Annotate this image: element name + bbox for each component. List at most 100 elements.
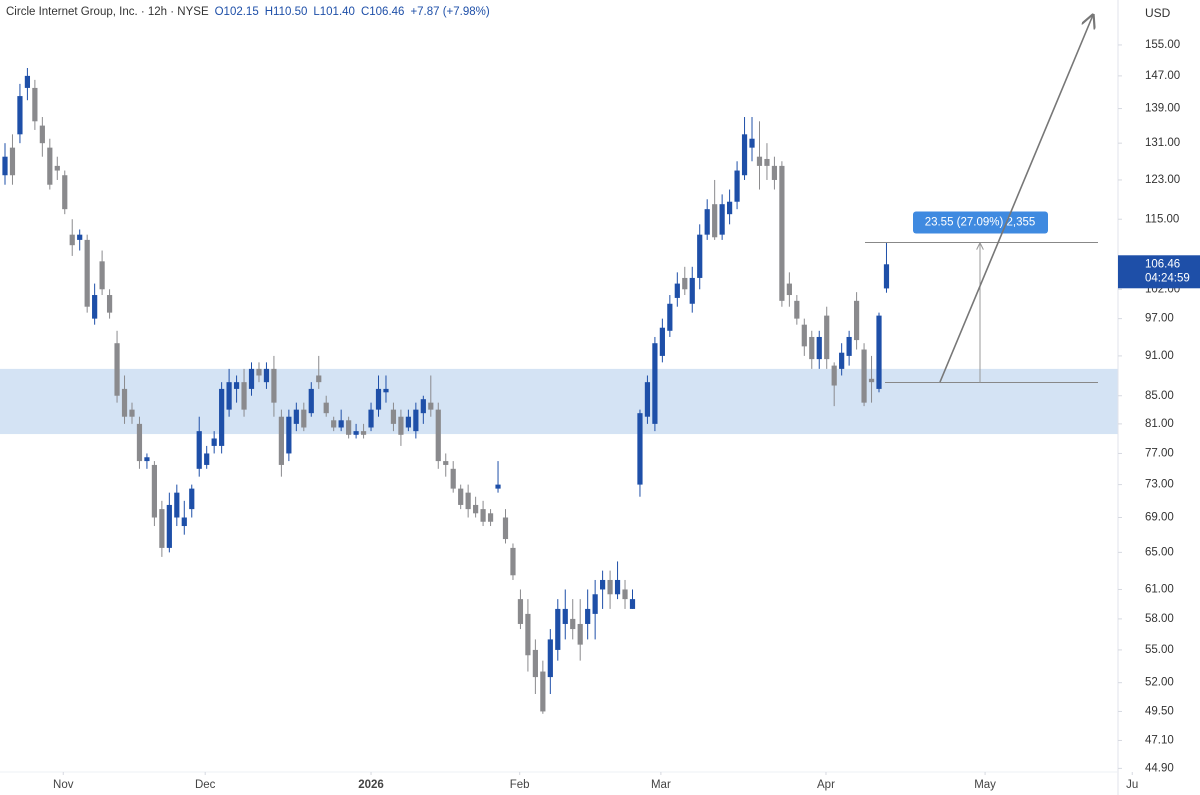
candle-body: [316, 375, 322, 383]
candle-body: [727, 201, 733, 215]
candle-body: [92, 295, 98, 319]
y-tick-label: 91.00: [1145, 350, 1174, 362]
candle-body: [390, 409, 397, 424]
candle-body: [39, 125, 45, 144]
candle-body: [84, 239, 90, 307]
candle-body: [570, 618, 576, 630]
candle-body: [622, 589, 628, 600]
candle-body: [868, 378, 875, 383]
candle-body: [846, 336, 852, 356]
candle-body: [809, 336, 815, 360]
candle-body: [181, 517, 187, 527]
header: Circle Internet Group, Inc. · 12h · NYSE…: [6, 6, 490, 18]
candle-body: [398, 416, 404, 435]
candle-body: [771, 165, 778, 180]
candle-body: [480, 509, 486, 522]
candle-body: [682, 277, 688, 290]
candle-body: [47, 147, 53, 185]
x-tick-label: Mar: [651, 779, 671, 791]
y-tick-label: 47.10: [1145, 734, 1174, 746]
candle-body: [106, 295, 113, 313]
candle-body: [346, 420, 352, 435]
y-tick-label: 81.00: [1145, 418, 1174, 430]
candle-body: [114, 343, 120, 396]
candle-body: [704, 209, 710, 235]
candle-body: [129, 409, 135, 417]
y-tick-label: 65.00: [1145, 546, 1174, 558]
candle-body: [614, 579, 621, 595]
candle-body: [502, 517, 509, 540]
y-tick-label: 55.00: [1145, 644, 1174, 656]
x-tick-label: Feb: [510, 779, 530, 791]
ohlc-open: O102.15: [214, 6, 259, 18]
candle-body: [278, 416, 284, 465]
candle-body: [308, 388, 314, 414]
y-tick-label: 97.00: [1145, 313, 1174, 325]
candle-body: [801, 324, 807, 347]
candle-body: [271, 368, 277, 403]
candle-body: [458, 488, 464, 505]
candle-body: [204, 453, 210, 465]
price-axis-panel: [1118, 0, 1200, 795]
candle-body: [368, 409, 374, 428]
range-label-box: [913, 211, 1048, 234]
candle-body: [465, 492, 471, 510]
x-tick-label: Dec: [195, 779, 216, 791]
y-tick-label: 131.00: [1145, 137, 1180, 149]
y-tick-label: 69.00: [1145, 512, 1174, 524]
candle-body: [577, 623, 583, 645]
candle-body: [136, 423, 143, 462]
candle-body: [32, 87, 38, 122]
candle-body: [473, 504, 479, 514]
candle-body: [592, 594, 598, 614]
y-tick-label: 115.00: [1145, 213, 1179, 225]
candle-body: [883, 264, 890, 289]
x-tick-label: Apr: [817, 779, 835, 791]
range-label: 23.55 (27.09%) 2,355: [925, 217, 1036, 229]
candle-body: [585, 608, 591, 624]
candle-body: [286, 416, 292, 454]
candle-body: [756, 156, 763, 166]
candle-body: [301, 409, 307, 428]
candle-body: [166, 504, 172, 548]
y-tick-label: 61.00: [1145, 583, 1174, 595]
candle-body: [674, 283, 680, 298]
candle-body: [413, 409, 419, 432]
symbol-title: Circle Internet Group, Inc. · 12h · NYSE: [6, 6, 209, 18]
candle-body: [712, 204, 718, 238]
x-tick-label: May: [974, 779, 996, 791]
candle-body: [196, 431, 202, 469]
ohlc-close: C106.46: [360, 6, 405, 18]
candle-body: [450, 468, 456, 489]
candle-body: [764, 158, 770, 166]
candle-body: [9, 147, 16, 176]
candle-body: [241, 382, 247, 410]
candle-body: [435, 409, 441, 462]
candle-body: [211, 438, 217, 446]
candle-body: [353, 431, 359, 435]
y-tick-label: 155.00: [1145, 39, 1180, 51]
y-tick-label: 85.00: [1145, 390, 1174, 402]
candle-body: [263, 368, 270, 383]
candle-body: [816, 336, 822, 360]
candle-body: [174, 492, 180, 518]
candle-body: [62, 175, 68, 210]
last-price-box: [1118, 255, 1200, 289]
y-tick-label: 73.00: [1145, 479, 1174, 491]
candle-body: [689, 277, 695, 304]
candle-body: [248, 368, 255, 389]
candle-body: [853, 300, 860, 341]
candle-body: [24, 75, 31, 88]
candle-body: [226, 382, 232, 410]
trend-arrow: [939, 15, 1093, 383]
y-tick-label: 44.90: [1145, 762, 1174, 774]
candle-body: [839, 352, 845, 369]
candle-body: [540, 671, 546, 712]
x-tick-label: Ju: [1126, 779, 1138, 791]
candle-body: [562, 608, 568, 624]
candle-body: [375, 388, 382, 410]
y-tick-label: 49.50: [1145, 705, 1174, 717]
price-change: +7.87 (+7.98%): [410, 6, 490, 18]
candle-body: [99, 261, 105, 290]
candle-body: [667, 303, 673, 331]
